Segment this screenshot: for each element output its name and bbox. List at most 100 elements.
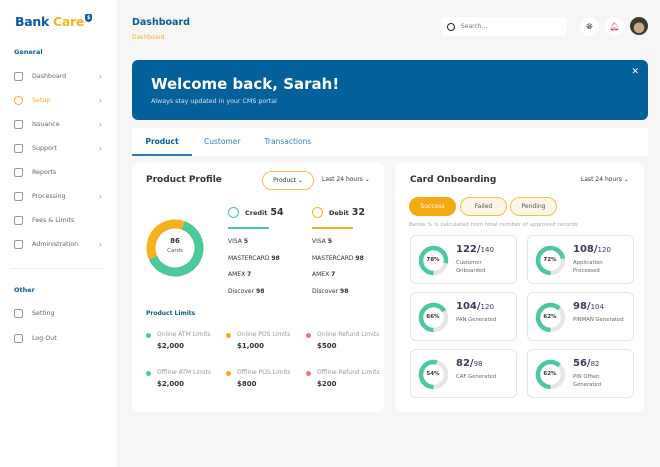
sidebar-item-log-out[interactable]: Log Out bbox=[14, 331, 102, 345]
limit-item: Offline POS Limits $800 bbox=[226, 368, 306, 388]
limit-label: Online Refund Limits bbox=[317, 331, 380, 338]
stat-count: 98 bbox=[573, 301, 587, 312]
credit-count: 54 bbox=[270, 207, 284, 218]
cards-donut-chart bbox=[146, 219, 204, 277]
status-filter-failed[interactable]: Failed bbox=[460, 197, 507, 216]
limit-label: Offline ATM Limits bbox=[157, 369, 211, 376]
headset-icon bbox=[14, 143, 23, 153]
sidebar-item-label: Fees & Limits bbox=[32, 216, 75, 224]
debit-summary: Debit 32 bbox=[312, 207, 365, 218]
brand-name: MASTERCARD bbox=[312, 254, 354, 262]
brand-name: AMEX bbox=[312, 271, 330, 278]
status-dot bbox=[146, 371, 151, 376]
sidebar-item-setting[interactable]: Setting bbox=[14, 306, 102, 320]
breadcrumb[interactable]: Dashboard bbox=[132, 34, 165, 41]
debit-label: Debit bbox=[329, 208, 349, 217]
sidebar-item-label: Support bbox=[32, 144, 57, 152]
progress-percent: 62% bbox=[543, 314, 557, 320]
progress-percent: 54% bbox=[426, 371, 440, 377]
sidebar-item-administration[interactable]: Administration › bbox=[14, 237, 102, 251]
status-filter-success[interactable]: Success bbox=[409, 197, 456, 216]
progress-ring-fill bbox=[535, 359, 566, 390]
progress-ring bbox=[535, 245, 566, 276]
divider bbox=[10, 268, 104, 269]
product-filter-dropdown[interactable]: Product ⌄ bbox=[262, 171, 314, 190]
status-filter-pending[interactable]: Pending bbox=[510, 197, 557, 216]
sidebar-item-label: Setting bbox=[32, 309, 55, 317]
sidebar-item-reports[interactable]: Reports bbox=[14, 165, 102, 179]
range-dropdown[interactable]: Last 24 hours ⌄ bbox=[581, 176, 629, 183]
stat-label: Application Processed bbox=[573, 260, 603, 274]
dropdown-value: Last 24 hours bbox=[322, 176, 363, 183]
dollar-icon bbox=[14, 215, 23, 225]
stat-total: 82 bbox=[590, 360, 600, 368]
close-icon[interactable]: ✕ bbox=[631, 67, 639, 77]
onboarding-stat: 54% 82/98 CAF Generated bbox=[410, 349, 517, 398]
progress-percent: 72% bbox=[543, 257, 557, 263]
progress-ring bbox=[535, 359, 566, 390]
tab-bar: Product Customer Transactions bbox=[132, 128, 648, 156]
dropdown-value: Product bbox=[273, 177, 296, 184]
card-title: Card Onboarding bbox=[410, 175, 497, 185]
stat-value: 56/82 bbox=[573, 358, 600, 369]
progress-percent: 78% bbox=[426, 257, 440, 263]
sidebar-item-fees-limits[interactable]: Fees & Limits bbox=[14, 213, 102, 227]
tab-product[interactable]: Product bbox=[132, 128, 192, 156]
donut-label: Cards bbox=[167, 248, 183, 254]
stat-value: 104/120 bbox=[456, 301, 494, 312]
notifications-button[interactable]: 🔔︎ bbox=[605, 17, 624, 36]
sidebar-item-label: Setup bbox=[32, 96, 51, 104]
chevron-right-icon: › bbox=[98, 143, 102, 153]
page-title: Dashboard bbox=[132, 17, 190, 28]
stat-label: PAN Generated bbox=[456, 317, 497, 323]
stat-label: PIN Offset Generated bbox=[573, 374, 602, 388]
gear-icon bbox=[14, 95, 23, 105]
limit-value: $1,000 bbox=[237, 342, 265, 350]
logo[interactable]: Bank Care $ bbox=[15, 14, 93, 29]
brand-count: 98 bbox=[340, 287, 349, 295]
sidebar-item-issuance[interactable]: Issuance › bbox=[14, 117, 102, 131]
banner-title: Welcome back, Sarah! bbox=[151, 75, 340, 93]
debit-card-icon bbox=[312, 207, 323, 218]
onboarding-stat: 66% 104/120 PAN Generated bbox=[410, 292, 517, 341]
brand-name: AMEX bbox=[228, 271, 246, 278]
limit-value: $2,000 bbox=[157, 380, 185, 388]
range-dropdown[interactable]: Last 24 hours ⌄ bbox=[322, 176, 370, 183]
search-box[interactable] bbox=[441, 17, 567, 36]
credit-brand-row: AMEX 7 bbox=[228, 271, 251, 278]
debit-underline bbox=[312, 227, 353, 229]
sidebar-item-label: Dashboard bbox=[32, 72, 67, 80]
logout-icon bbox=[14, 333, 23, 343]
progress-ring bbox=[418, 302, 449, 333]
sidebar-item-setup[interactable]: Setup › bbox=[14, 93, 102, 107]
credit-summary: Credit 54 bbox=[228, 207, 284, 218]
stat-count: 82 bbox=[456, 358, 470, 369]
stat-count: 104 bbox=[456, 301, 477, 312]
credit-underline bbox=[228, 227, 269, 229]
avatar[interactable] bbox=[630, 17, 648, 35]
stat-total: 120 bbox=[597, 246, 611, 254]
stat-count: 56 bbox=[573, 358, 587, 369]
chevron-down-icon: ⌄ bbox=[364, 176, 370, 183]
tab-customer[interactable]: Customer bbox=[204, 137, 241, 146]
tab-transactions[interactable]: Transactions bbox=[264, 137, 312, 146]
product-limits-title: Product Limits bbox=[146, 310, 196, 317]
sidebar-item-support[interactable]: Support › bbox=[14, 141, 102, 155]
debit-count: 32 bbox=[351, 207, 366, 218]
credit-brand-row: VISA 5 bbox=[228, 238, 248, 245]
limit-value: $500 bbox=[317, 342, 337, 350]
sidebar-item-dashboard[interactable]: Dashboard › bbox=[14, 69, 102, 83]
stat-count: 108 bbox=[573, 244, 594, 255]
language-button[interactable]: 🌐︎ bbox=[580, 17, 599, 36]
sidebar-item-processing[interactable]: Processing › bbox=[14, 189, 102, 203]
chevron-right-icon: › bbox=[98, 71, 102, 81]
debit-brand-row: MASTERCARD 98 bbox=[312, 255, 364, 262]
stat-label: Customer Onboarded bbox=[456, 260, 486, 274]
progress-percent: 66% bbox=[426, 314, 440, 320]
chevron-right-icon: › bbox=[98, 95, 102, 105]
stat-total: 104 bbox=[590, 303, 604, 311]
search-input[interactable] bbox=[461, 23, 561, 30]
limit-item: Online POS Limits $1,000 bbox=[226, 330, 306, 350]
logo-text: Bank bbox=[15, 14, 49, 29]
brand-count: 98 bbox=[256, 287, 265, 295]
